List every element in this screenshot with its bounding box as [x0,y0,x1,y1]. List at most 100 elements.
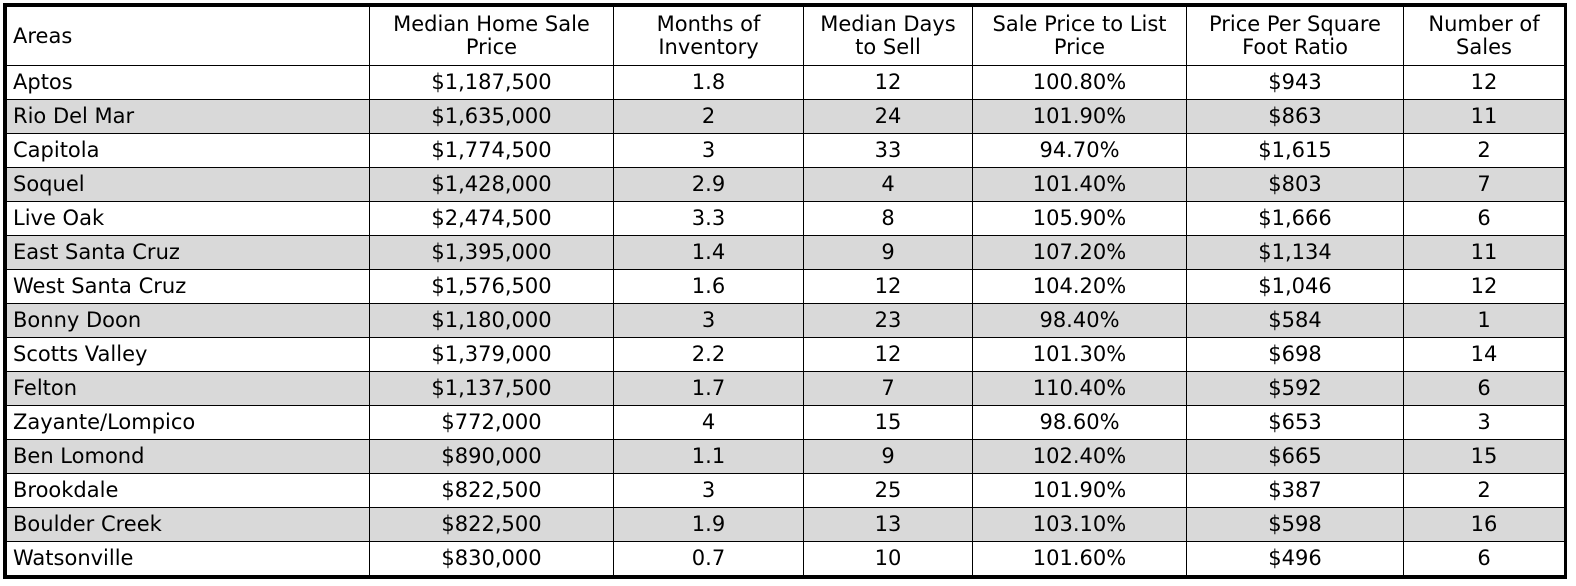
table-row: Aptos $1,187,500 1.8 12 100.80% $943 12 [6,65,1565,100]
table-row: Zayante/Lompico $772,000 4 15 98.60% $653 3 [6,405,1565,440]
number-of-sales-cell: 11 [1403,235,1565,270]
table-row: Capitola $1,774,500 3 33 94.70% $1,615 2 [6,133,1565,168]
median-home-sale-price-cell: $772,000 [369,405,614,440]
sale-to-list-price-cell: 102.40% [972,439,1187,474]
header-row: Areas Median Home Sale Price Months of I… [6,6,1565,66]
area-cell: Bonny Doon [6,303,370,338]
number-of-sales-cell: 16 [1403,507,1565,542]
median-home-sale-price-cell: $822,500 [369,473,614,508]
median-home-sale-price-cell: $830,000 [369,541,614,576]
median-home-sale-price-cell: $1,379,000 [369,337,614,372]
number-of-sales-cell: 12 [1403,65,1565,100]
area-cell: East Santa Cruz [6,235,370,270]
area-cell: Zayante/Lompico [6,405,370,440]
price-per-square-foot-cell: $1,134 [1186,235,1404,270]
median-home-sale-price-cell: $1,428,000 [369,167,614,202]
column-header-price-per-square-foot-ratio: Price Per Square Foot Ratio [1186,6,1404,66]
table-row: Felton $1,137,500 1.7 7 110.40% $592 6 [6,371,1565,406]
median-days-to-sell-cell: 4 [803,167,973,202]
months-of-inventory-cell: 1.9 [613,507,804,542]
table-row: Ben Lomond $890,000 1.1 9 102.40% $665 15 [6,439,1565,474]
price-per-square-foot-cell: $665 [1186,439,1404,474]
median-home-sale-price-cell: $890,000 [369,439,614,474]
price-per-square-foot-cell: $863 [1186,99,1404,134]
months-of-inventory-cell: 2 [613,99,804,134]
price-per-square-foot-cell: $698 [1186,337,1404,372]
price-per-square-foot-cell: $1,615 [1186,133,1404,168]
sale-to-list-price-cell: 101.30% [972,337,1187,372]
median-days-to-sell-cell: 33 [803,133,973,168]
number-of-sales-cell: 7 [1403,167,1565,202]
area-cell: Aptos [6,65,370,100]
column-header-areas: Areas [6,6,370,66]
months-of-inventory-cell: 0.7 [613,541,804,576]
median-home-sale-price-cell: $1,187,500 [369,65,614,100]
number-of-sales-cell: 2 [1403,473,1565,508]
area-cell: Ben Lomond [6,439,370,474]
number-of-sales-cell: 3 [1403,405,1565,440]
area-cell: Live Oak [6,201,370,236]
table-header: Areas Median Home Sale Price Months of I… [6,6,1565,66]
median-home-sale-price-cell: $2,474,500 [369,201,614,236]
column-header-number-of-sales: Number of Sales [1403,6,1565,66]
months-of-inventory-cell: 1.1 [613,439,804,474]
months-of-inventory-cell: 2.9 [613,167,804,202]
area-cell: Soquel [6,167,370,202]
area-cell: Capitola [6,133,370,168]
months-of-inventory-cell: 3 [613,133,804,168]
table-row: East Santa Cruz $1,395,000 1.4 9 107.20% $1,1… [6,235,1565,270]
price-per-square-foot-cell: $653 [1186,405,1404,440]
area-cell: Brookdale [6,473,370,508]
median-home-sale-price-cell: $1,137,500 [369,371,614,406]
median-home-sale-price-cell: $1,576,500 [369,269,614,304]
table-row: Bonny Doon $1,180,000 3 23 98.40% $584 1 [6,303,1565,338]
sale-to-list-price-cell: 101.90% [972,99,1187,134]
median-days-to-sell-cell: 24 [803,99,973,134]
median-days-to-sell-cell: 15 [803,405,973,440]
area-cell: Felton [6,371,370,406]
price-per-square-foot-cell: $496 [1186,541,1404,576]
market-stats-table: Areas Median Home Sale Price Months of I… [6,6,1565,576]
table-row: Scotts Valley $1,379,000 2.2 12 101.30% $698 1… [6,337,1565,372]
median-home-sale-price-cell: $1,395,000 [369,235,614,270]
column-header-sale-price-to-list-price: Sale Price to List Price [972,6,1187,66]
sale-to-list-price-cell: 101.40% [972,167,1187,202]
sale-to-list-price-cell: 98.40% [972,303,1187,338]
number-of-sales-cell: 11 [1403,99,1565,134]
median-days-to-sell-cell: 12 [803,337,973,372]
table-row: Live Oak $2,474,500 3.3 8 105.90% $1,666 6 [6,201,1565,236]
sale-to-list-price-cell: 110.40% [972,371,1187,406]
column-header-median-home-sale-price: Median Home Sale Price [369,6,614,66]
number-of-sales-cell: 12 [1403,269,1565,304]
median-days-to-sell-cell: 9 [803,439,973,474]
months-of-inventory-cell: 1.7 [613,371,804,406]
price-per-square-foot-cell: $584 [1186,303,1404,338]
median-home-sale-price-cell: $1,180,000 [369,303,614,338]
number-of-sales-cell: 14 [1403,337,1565,372]
number-of-sales-cell: 6 [1403,371,1565,406]
median-days-to-sell-cell: 25 [803,473,973,508]
months-of-inventory-cell: 1.6 [613,269,804,304]
area-cell: Rio Del Mar [6,99,370,134]
median-days-to-sell-cell: 10 [803,541,973,576]
table-row: Rio Del Mar $1,635,000 2 24 101.90% $863 11 [6,99,1565,134]
table-row: Watsonville $830,000 0.7 10 101.60% $496 6 [6,541,1565,576]
price-per-square-foot-cell: $943 [1186,65,1404,100]
sale-to-list-price-cell: 104.20% [972,269,1187,304]
sale-to-list-price-cell: 101.90% [972,473,1187,508]
median-home-sale-price-cell: $1,774,500 [369,133,614,168]
table-row: Soquel $1,428,000 2.9 4 101.40% $803 7 [6,167,1565,202]
median-days-to-sell-cell: 12 [803,65,973,100]
number-of-sales-cell: 2 [1403,133,1565,168]
months-of-inventory-cell: 1.4 [613,235,804,270]
months-of-inventory-cell: 3.3 [613,201,804,236]
market-stats-table-container: Areas Median Home Sale Price Months of I… [3,3,1567,579]
table-row: Brookdale $822,500 3 25 101.90% $387 2 [6,473,1565,508]
area-cell: Scotts Valley [6,337,370,372]
months-of-inventory-cell: 3 [613,303,804,338]
table-row: West Santa Cruz $1,576,500 1.6 12 104.20% $1,… [6,269,1565,304]
sale-to-list-price-cell: 101.60% [972,541,1187,576]
price-per-square-foot-cell: $1,666 [1186,201,1404,236]
months-of-inventory-cell: 1.8 [613,65,804,100]
median-days-to-sell-cell: 12 [803,269,973,304]
